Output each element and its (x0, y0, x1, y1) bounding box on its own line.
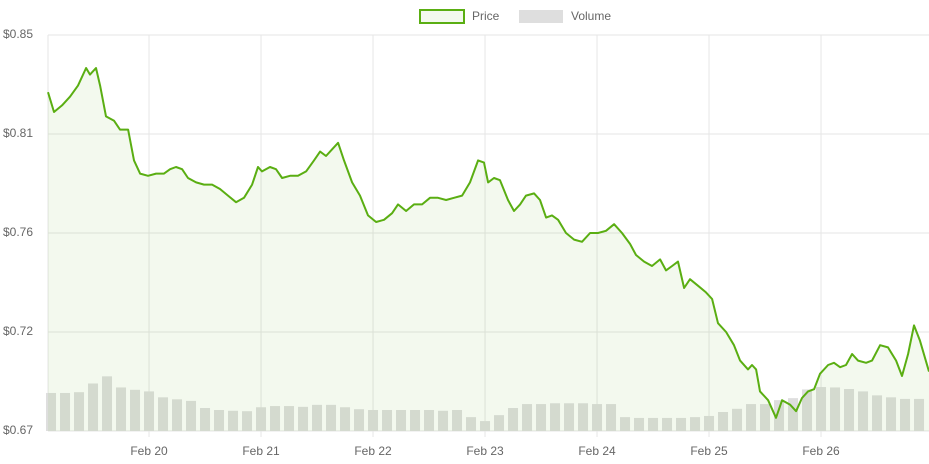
volume-bar (746, 404, 757, 431)
volume-bar (144, 391, 155, 431)
price-area (48, 68, 929, 431)
volume-bar (312, 404, 323, 431)
volume-bar (886, 397, 897, 431)
volume-bar (662, 417, 673, 431)
volume-bar (354, 409, 365, 431)
volume-bar (200, 408, 211, 431)
volume-bar (172, 399, 183, 431)
volume-bar (592, 404, 603, 431)
price-line (47, 67, 929, 419)
volume-bar (438, 410, 449, 431)
volume-bar (536, 404, 547, 431)
legend-swatch[interactable] (419, 9, 465, 24)
x-tick-label: Feb 24 (578, 444, 616, 458)
volume-bar (830, 387, 841, 431)
volume-bar (648, 417, 659, 431)
volume-bar (634, 417, 645, 431)
x-tick-label: Feb 22 (354, 444, 392, 458)
volume-bar (522, 404, 533, 431)
volume-bar (900, 398, 911, 431)
volume-bar (578, 403, 589, 431)
volume-bar (102, 376, 113, 431)
volume-bar (396, 410, 407, 431)
volume-bar (158, 397, 169, 431)
volume-bar (74, 392, 85, 431)
volume-bar (116, 387, 127, 431)
volume-bar (620, 417, 631, 431)
volume-bar (690, 417, 701, 431)
volume-bar (844, 389, 855, 431)
x-tick-label: Feb 20 (130, 444, 168, 458)
y-tick-label: $0.72 (3, 324, 33, 338)
volume-bar (228, 410, 239, 431)
volume-bar (46, 392, 57, 431)
legend-label[interactable]: Volume (571, 9, 611, 23)
volume-bar (256, 407, 267, 431)
volume-bar (858, 391, 869, 431)
volume-bar (550, 403, 561, 431)
volume-bar (718, 411, 729, 431)
volume-bar (760, 404, 771, 431)
volume-bar (788, 398, 799, 431)
volume-bar (130, 389, 141, 431)
volume-bar (60, 392, 71, 431)
volume-bar (802, 389, 813, 431)
x-tick-label: Feb 26 (802, 444, 840, 458)
x-tick-label: Feb 21 (242, 444, 280, 458)
volume-bar (186, 400, 197, 431)
volume-bar (298, 406, 309, 431)
volume-bar (816, 387, 827, 431)
volume-bar (424, 410, 435, 431)
y-tick-label: $0.85 (3, 27, 33, 41)
legend-swatch[interactable] (519, 10, 563, 23)
volume-bar (242, 411, 253, 431)
legend-label[interactable]: Price (472, 9, 500, 23)
volume-bar (466, 417, 477, 431)
volume-bar (508, 408, 519, 431)
volume-bar (340, 407, 351, 431)
x-tick-label: Feb 25 (690, 444, 728, 458)
volume-bar (480, 421, 491, 431)
volume-bar (326, 404, 337, 431)
y-tick-label: $0.67 (3, 423, 33, 437)
volume-bar (88, 383, 99, 431)
volume-bar (676, 417, 687, 431)
volume-bar (284, 406, 295, 431)
volume-bar (214, 410, 225, 431)
volume-bar (410, 410, 421, 431)
volume-bar (368, 410, 379, 431)
volume-bar (270, 406, 281, 431)
volume-bar (382, 410, 393, 431)
y-tick-label: $0.76 (3, 225, 33, 239)
volume-bar (732, 408, 743, 431)
x-tick-label: Feb 23 (466, 444, 504, 458)
volume-bar (774, 400, 785, 431)
volume-bar (914, 398, 925, 431)
volume-bar (704, 415, 715, 431)
volume-bar (872, 395, 883, 431)
volume-bar (452, 410, 463, 431)
volume-bar (564, 403, 575, 431)
y-tick-label: $0.81 (3, 126, 33, 140)
volume-bar (494, 415, 505, 431)
volume-bar (606, 404, 617, 431)
